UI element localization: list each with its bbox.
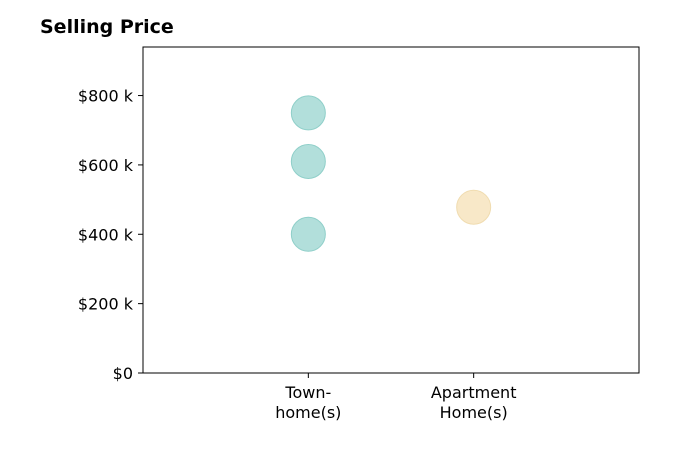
data-point (290, 95, 326, 131)
x-axis: Town-home(s) Apartment Home(s) (275, 373, 516, 422)
y-tick-label: $200 k (78, 295, 134, 314)
data-points (290, 95, 492, 252)
x-tick-label-line: Town- (284, 383, 331, 402)
plot-frame (142, 46, 640, 374)
x-tick-label: Town-home(s) (275, 383, 341, 422)
x-tick-label: Apartment Home(s) (431, 383, 517, 422)
y-axis: $0 $200 k $400 k $600 k $800 k (78, 87, 143, 383)
y-tick-label: $600 k (78, 156, 134, 175)
y-tick-label: $0 (113, 364, 133, 383)
data-point (456, 189, 492, 225)
data-point (290, 216, 326, 252)
x-tick-label-line: home(s) (275, 403, 341, 422)
y-tick-label: $800 k (78, 87, 134, 106)
chart-title: Selling Price (40, 16, 174, 38)
x-tick-label-line: Apartment (431, 383, 517, 402)
y-tick-label: $400 k (78, 225, 134, 244)
data-point (290, 143, 326, 179)
x-tick-label-line: Home(s) (440, 403, 508, 422)
